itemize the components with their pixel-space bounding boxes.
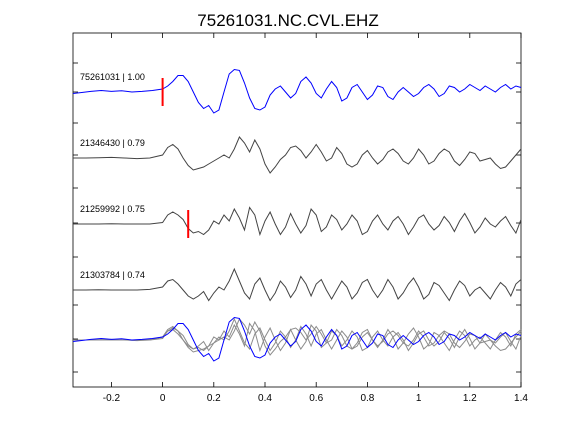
x-tick-label: 0.6: [309, 393, 323, 404]
x-tick-label: 0: [160, 393, 166, 404]
trace-label-2: 21346430 | 0.79: [80, 138, 145, 148]
x-tick-label: 0.8: [360, 393, 374, 404]
overlay-group: [72, 316, 522, 362]
pick-markers: [161, 78, 190, 238]
trace-line-4: [73, 267, 522, 302]
x-tick-label: 1: [416, 393, 422, 404]
trace-labels: 75261031 | 1.00 21346430 | 0.79 21259992 |…: [80, 72, 145, 280]
x-axis: -0.2 0 0.2 0.4 0.6 0.8 1 1.2 1.4: [103, 33, 528, 404]
trace-label-3: 21259992 | 0.75: [80, 204, 145, 214]
plot-frame: [72, 32, 522, 388]
x-tick-label: 1.4: [514, 393, 528, 404]
y-ticks: [73, 62, 521, 373]
trace-group: [72, 68, 522, 302]
trace-label-1: 75261031 | 1.00: [80, 72, 145, 82]
overlay-trace-1: [72, 316, 522, 362]
overlay-trace-4: [73, 317, 522, 352]
x-tick-label: 1.2: [463, 393, 477, 404]
x-tick-label: 0.2: [207, 393, 221, 404]
x-tick-label: 0.4: [258, 393, 272, 404]
trace-line-3: [73, 206, 522, 237]
x-tick-label: -0.2: [103, 393, 121, 404]
trace-line-2: [73, 136, 522, 174]
trace-label-4: 21303784 | 0.74: [80, 270, 145, 280]
chart-title: 75261031.NC.CVL.EHZ: [197, 11, 378, 30]
trace-line-1: [72, 68, 522, 114]
overlay-trace-2: [73, 318, 522, 356]
